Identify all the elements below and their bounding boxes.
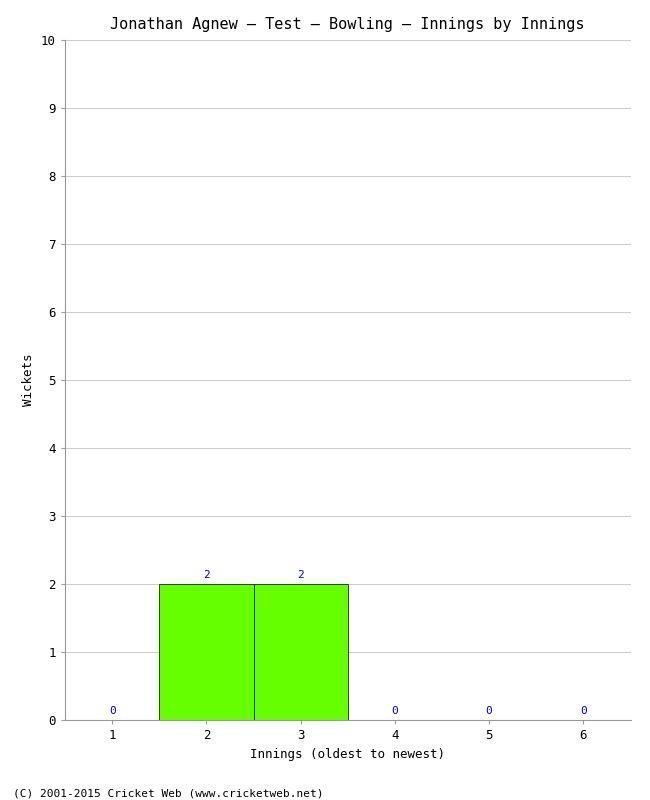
Text: 2: 2 (297, 570, 304, 580)
Y-axis label: Wickets: Wickets (22, 354, 35, 406)
Text: 2: 2 (203, 570, 210, 580)
X-axis label: Innings (oldest to newest): Innings (oldest to newest) (250, 747, 445, 761)
Text: 0: 0 (109, 706, 116, 716)
Text: 0: 0 (391, 706, 398, 716)
Text: (C) 2001-2015 Cricket Web (www.cricketweb.net): (C) 2001-2015 Cricket Web (www.cricketwe… (13, 788, 324, 798)
Bar (254, 584, 348, 720)
Text: 0: 0 (486, 706, 493, 716)
Text: 0: 0 (580, 706, 587, 716)
Title: Jonathan Agnew – Test – Bowling – Innings by Innings: Jonathan Agnew – Test – Bowling – Inning… (111, 17, 585, 32)
Bar (159, 584, 254, 720)
